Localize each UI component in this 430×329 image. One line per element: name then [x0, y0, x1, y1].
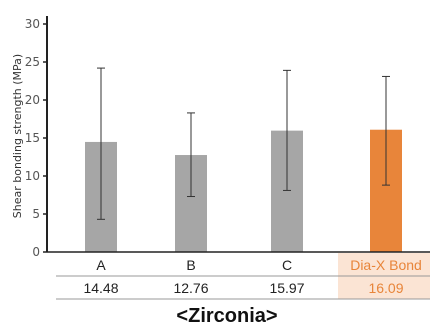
axes-group [46, 16, 430, 253]
y-tick-label: 25 [25, 55, 40, 69]
bars-group [85, 129, 402, 252]
y-tick-label: 10 [25, 169, 40, 183]
chart-caption: <Zirconia> [176, 305, 277, 327]
value-label: 14.48 [83, 280, 118, 296]
value-label: 16.09 [368, 280, 403, 296]
category-label: Dia-X Bond [350, 257, 422, 273]
data-table-lines [56, 275, 430, 300]
y-tick-label: 0 [32, 245, 40, 259]
y-tick-label: 30 [25, 17, 40, 31]
y-ticks-group: 0 5 10 15 20 25 30 [25, 17, 47, 259]
category-label: C [282, 257, 292, 273]
y-tick-label: 5 [32, 207, 40, 221]
category-label: B [186, 257, 195, 273]
y-tick-label: 20 [25, 93, 40, 107]
category-label: A [96, 257, 106, 273]
y-tick-label: 15 [25, 131, 40, 145]
table-labels-group: A 14.48 B 12.76 C 15.97 Dia-X Bond 16.09 [83, 257, 421, 296]
value-label: 15.97 [269, 280, 304, 296]
error-bars-group [97, 67, 390, 220]
y-axis-label: Shear bonding strength (MPa) [11, 54, 24, 218]
value-label: 12.76 [173, 280, 208, 296]
